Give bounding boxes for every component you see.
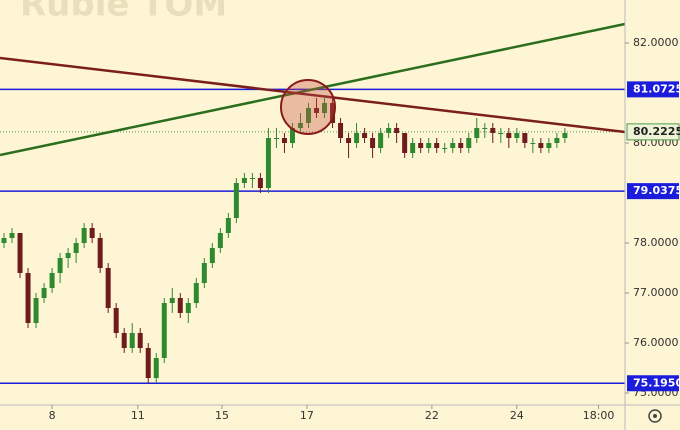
y-tick-label: 76.0000 bbox=[633, 336, 679, 349]
candle-body bbox=[217, 233, 223, 248]
level-label-box bbox=[627, 375, 679, 392]
candle-body bbox=[265, 138, 271, 188]
candle-body bbox=[257, 178, 263, 188]
candle-body bbox=[89, 228, 95, 238]
candle-body bbox=[193, 283, 199, 303]
y-tick-label: 77.0000 bbox=[633, 286, 679, 299]
candle-body bbox=[338, 123, 344, 138]
candle-body bbox=[362, 133, 368, 138]
candle-body bbox=[297, 123, 303, 128]
y-tick-label: 82.0000 bbox=[633, 36, 679, 49]
candle-body bbox=[562, 133, 568, 138]
candle-body bbox=[97, 238, 103, 268]
candle-body bbox=[434, 143, 440, 148]
candle-body bbox=[241, 178, 247, 183]
candle-body bbox=[506, 133, 512, 138]
candle-body bbox=[153, 358, 159, 378]
x-tick-label: 17 bbox=[300, 409, 314, 422]
candle-body bbox=[129, 333, 135, 348]
candle-body bbox=[554, 138, 560, 143]
candle-body bbox=[498, 133, 504, 134]
candle-body bbox=[233, 183, 239, 218]
candle-body bbox=[418, 143, 424, 148]
candle-body bbox=[145, 348, 151, 378]
x-tick-label: 22 bbox=[425, 409, 439, 422]
candle-body bbox=[466, 138, 472, 148]
candle-body bbox=[378, 133, 384, 148]
candle-body bbox=[426, 143, 432, 148]
candle-body bbox=[346, 138, 352, 143]
candle-body bbox=[81, 228, 87, 243]
candle-body bbox=[394, 128, 400, 133]
x-tick-label: 11 bbox=[131, 409, 145, 422]
last-price-box bbox=[626, 123, 680, 141]
candle-body bbox=[386, 128, 392, 133]
candle-body bbox=[514, 133, 520, 138]
candle-body bbox=[546, 143, 552, 148]
candle-body bbox=[41, 288, 47, 298]
candle-body bbox=[201, 263, 207, 283]
candle-body bbox=[33, 298, 39, 323]
x-tick-label: 18:00 bbox=[583, 409, 615, 422]
candle-body bbox=[65, 253, 71, 258]
plot-area bbox=[0, 22, 626, 385]
highlight-circle bbox=[280, 79, 336, 135]
chart-title: Ruble TOM bbox=[20, 0, 227, 25]
candle-body bbox=[161, 303, 167, 358]
candle-body bbox=[530, 143, 536, 144]
candle-body bbox=[354, 133, 360, 143]
candle-body bbox=[442, 148, 448, 149]
candle-body bbox=[185, 303, 191, 313]
candle-body bbox=[113, 308, 119, 333]
candle-body bbox=[273, 138, 279, 139]
candle-body bbox=[177, 298, 183, 313]
candle-body bbox=[450, 143, 456, 148]
candle-body bbox=[281, 138, 287, 143]
x-tick-label: 15 bbox=[215, 409, 229, 422]
candle-body bbox=[105, 268, 111, 308]
candle-body bbox=[322, 103, 328, 113]
candle-body bbox=[249, 178, 255, 179]
level-label: 75.1950 bbox=[633, 376, 680, 389]
candle-body bbox=[137, 333, 143, 348]
candle-body bbox=[490, 128, 496, 133]
trend-line bbox=[0, 22, 626, 157]
y-tick-label: 78.0000 bbox=[633, 236, 679, 249]
level-label: 79.0375 bbox=[633, 184, 680, 197]
candle-body bbox=[402, 133, 408, 153]
last-price-label: 80.2225 bbox=[633, 125, 680, 138]
candle-body bbox=[169, 298, 175, 303]
candle-body bbox=[314, 108, 320, 113]
candle-body bbox=[474, 128, 480, 138]
candle-body bbox=[458, 143, 464, 148]
candle-body bbox=[410, 143, 416, 153]
level-label: 81.0725 bbox=[633, 82, 680, 95]
trend-line bbox=[0, 56, 626, 134]
candle-body bbox=[225, 218, 231, 233]
candle-body bbox=[25, 273, 31, 323]
candle-body bbox=[482, 128, 488, 129]
candle-body bbox=[73, 243, 79, 253]
candle-body bbox=[209, 248, 215, 263]
level-label-box bbox=[627, 183, 679, 200]
x-tick-label: 24 bbox=[510, 409, 524, 422]
settings-icon[interactable] bbox=[648, 409, 662, 423]
candle-body bbox=[289, 128, 295, 143]
candle-body bbox=[121, 333, 127, 348]
candle-body bbox=[370, 138, 376, 148]
candle-body bbox=[9, 233, 15, 238]
candle-body bbox=[17, 233, 23, 273]
x-tick-label: 8 bbox=[49, 409, 56, 422]
candle-body bbox=[1, 238, 7, 243]
candle-body bbox=[522, 133, 528, 143]
candle-body bbox=[57, 258, 63, 273]
candle-body bbox=[330, 103, 336, 123]
level-label-box bbox=[627, 81, 679, 98]
candle-body bbox=[305, 108, 311, 123]
candle-body bbox=[538, 143, 544, 148]
candle-body bbox=[49, 273, 55, 288]
